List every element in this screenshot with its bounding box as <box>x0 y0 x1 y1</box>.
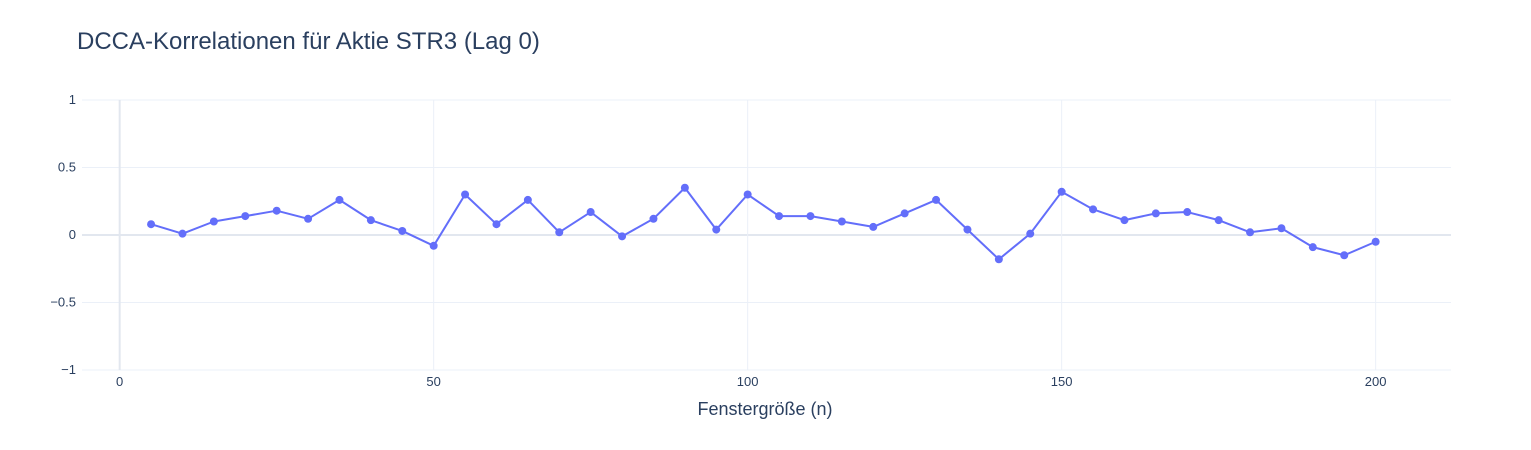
series-layer <box>147 183 1380 264</box>
data-point[interactable] <box>680 183 689 192</box>
data-point[interactable] <box>1026 229 1035 238</box>
data-point[interactable] <box>1214 216 1223 225</box>
data-point[interactable] <box>461 190 470 199</box>
x-axis-ticks: 0 50 100 150 200 <box>116 374 1386 389</box>
series-line <box>150 186 1377 261</box>
data-point[interactable] <box>1246 228 1255 237</box>
data-point[interactable] <box>272 206 281 215</box>
data-point[interactable] <box>209 217 218 226</box>
x-tick-label: 100 <box>737 374 759 389</box>
data-point[interactable] <box>900 209 909 218</box>
x-tick-label: 0 <box>116 374 123 389</box>
data-point[interactable] <box>1277 224 1286 233</box>
data-point[interactable] <box>335 195 344 204</box>
data-point[interactable] <box>178 229 187 238</box>
data-point[interactable] <box>837 217 846 226</box>
x-tick-label: 150 <box>1051 374 1073 389</box>
data-point[interactable] <box>649 214 658 223</box>
grid-lines <box>82 99 1451 371</box>
y-tick-label: 0 <box>69 227 76 242</box>
y-axis-ticks: −1 −0.5 0 0.5 1 <box>50 92 76 377</box>
data-point[interactable] <box>712 225 721 234</box>
data-point[interactable] <box>932 195 941 204</box>
data-point[interactable] <box>775 212 784 221</box>
x-tick-label: 200 <box>1365 374 1387 389</box>
data-point[interactable] <box>1340 251 1349 260</box>
data-point[interactable] <box>147 220 156 229</box>
data-point[interactable] <box>743 190 752 199</box>
y-tick-label: 1 <box>69 92 76 107</box>
data-point[interactable] <box>1057 187 1066 196</box>
data-point[interactable] <box>1151 209 1160 218</box>
data-point[interactable] <box>963 225 972 234</box>
data-point[interactable] <box>555 228 564 237</box>
data-point[interactable] <box>492 220 501 229</box>
data-point[interactable] <box>304 214 313 223</box>
data-point[interactable] <box>1371 237 1380 246</box>
x-axis-title: Fenstergröße (n) <box>697 399 832 419</box>
x-tick-label: 50 <box>426 374 440 389</box>
y-tick-label: −0.5 <box>50 295 76 310</box>
data-point[interactable] <box>1183 208 1192 217</box>
data-point[interactable] <box>366 216 375 225</box>
data-point[interactable] <box>429 241 438 250</box>
data-point[interactable] <box>1089 205 1098 214</box>
data-point[interactable] <box>806 212 815 221</box>
y-tick-label: −1 <box>61 362 76 377</box>
chart-title: DCCA-Korrelationen für Aktie STR3 (Lag 0… <box>77 28 540 55</box>
data-point[interactable] <box>618 232 627 241</box>
data-point[interactable] <box>523 195 532 204</box>
y-tick-label: 0.5 <box>58 160 76 175</box>
data-point[interactable] <box>586 208 595 217</box>
data-point[interactable] <box>398 226 407 235</box>
data-point[interactable] <box>241 212 250 221</box>
data-point[interactable] <box>994 255 1003 264</box>
data-point[interactable] <box>1120 216 1129 225</box>
data-point[interactable] <box>869 222 878 231</box>
data-point[interactable] <box>1308 243 1317 252</box>
